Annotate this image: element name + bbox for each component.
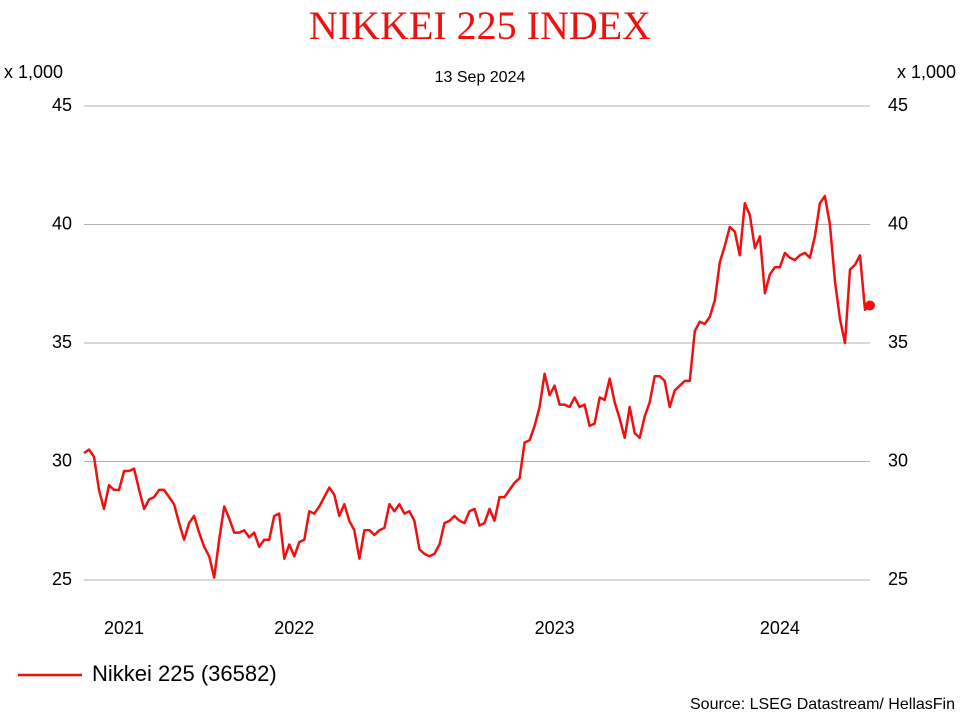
chart-subtitle: 13 Sep 2024 bbox=[435, 69, 526, 86]
y2-tick-label: 35 bbox=[888, 332, 908, 352]
x-tick-label: 2024 bbox=[760, 618, 800, 638]
y-axis-unit: x 1,000 bbox=[4, 62, 63, 82]
y-tick-label: 25 bbox=[52, 569, 72, 589]
series-line bbox=[83, 194, 871, 579]
y-tick-label: 40 bbox=[52, 213, 72, 233]
y2-tick-label: 45 bbox=[888, 95, 908, 115]
x-tick-label: 2023 bbox=[535, 618, 575, 638]
end-marker bbox=[865, 300, 875, 311]
y2-axis-unit: x 1,000 bbox=[897, 62, 956, 82]
x-tick-label: 2022 bbox=[274, 618, 314, 638]
y2-tick-label: 30 bbox=[888, 450, 908, 470]
y-tick-label: 30 bbox=[52, 450, 72, 470]
legend-label: Nikkei 225 (36582) bbox=[92, 661, 277, 686]
chart-title: NIKKEI 225 INDEX bbox=[309, 3, 651, 48]
y-tick-label: 45 bbox=[52, 95, 72, 115]
y-tick-label: 35 bbox=[52, 332, 72, 352]
y2-tick-label: 40 bbox=[888, 213, 908, 233]
source-note: Source: LSEG Datastream/ HellasFin bbox=[690, 696, 955, 713]
x-tick-label: 2021 bbox=[104, 618, 144, 638]
y2-tick-label: 25 bbox=[888, 569, 908, 589]
